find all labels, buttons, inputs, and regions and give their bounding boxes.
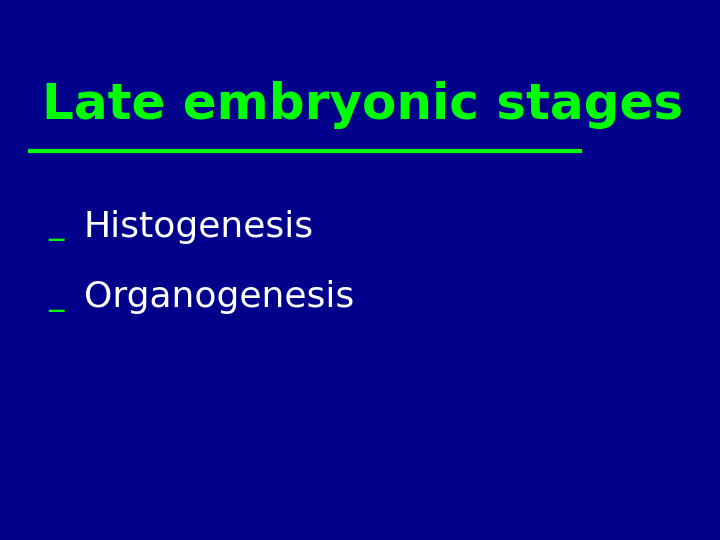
- Text: _: _: [48, 282, 63, 312]
- Text: _: _: [48, 212, 63, 241]
- Text: Organogenesis: Organogenesis: [84, 280, 354, 314]
- Text: Late embryonic stages: Late embryonic stages: [42, 81, 683, 129]
- Text: Histogenesis: Histogenesis: [84, 210, 314, 244]
